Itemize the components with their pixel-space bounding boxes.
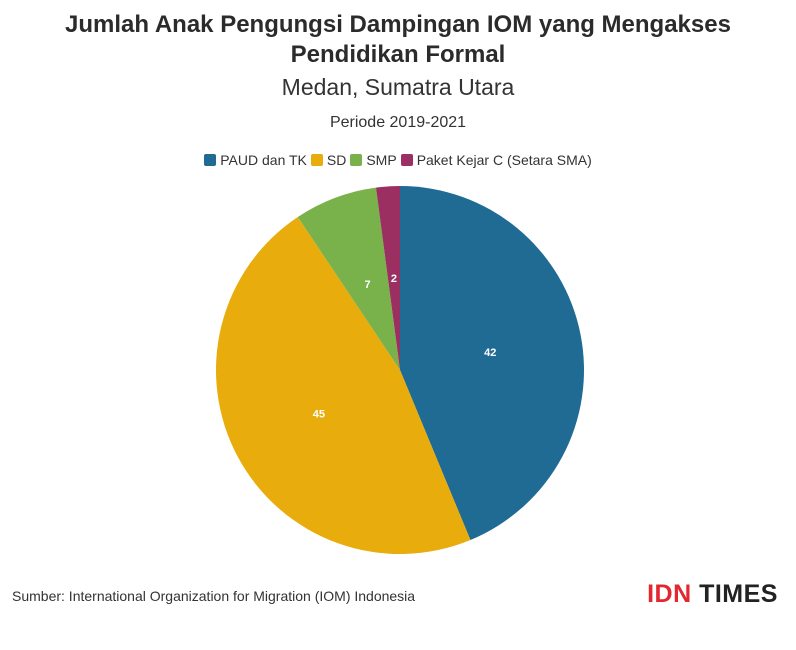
legend-swatch: [310, 154, 323, 166]
chart-title-line-1: Jumlah Anak Pengungsi Dampingan IOM yang…: [65, 11, 731, 38]
legend-label: PAUD dan TK: [220, 152, 307, 168]
source-note: Sumber: International Organization for M…: [12, 588, 416, 604]
legend-label: Paket Kejar C (Setara SMA): [416, 152, 592, 168]
legend-swatch: [204, 154, 217, 166]
legend-label: SMP: [366, 152, 397, 168]
legend-swatch: [350, 154, 363, 166]
pie-slice[interactable]: [215, 217, 471, 555]
slice-value-label: 7: [365, 279, 371, 291]
slice-value-label: 45: [313, 408, 325, 420]
slice-value-label: 2: [391, 273, 397, 285]
legend-item[interactable]: PAUD dan TK: [204, 152, 307, 168]
legend-swatch: [400, 154, 413, 166]
logo-part-idn: IDN: [647, 580, 692, 608]
pie-slice[interactable]: [400, 186, 584, 540]
slice-value-label: 42: [484, 347, 496, 359]
legend-item[interactable]: SMP: [350, 152, 397, 168]
idn-times-logo: IDN TIMES: [647, 580, 778, 609]
legend-label: SD: [326, 152, 347, 168]
legend-item[interactable]: Paket Kejar C (Setara SMA): [400, 152, 592, 168]
chart-period: Periode 2019-2021: [329, 114, 467, 131]
legend-item[interactable]: SD: [310, 152, 347, 168]
chart-title-line-2: Pendidikan Formal: [290, 41, 506, 68]
pie-slice[interactable]: [297, 187, 400, 370]
logo-part-times: TIMES: [699, 580, 778, 608]
chart-subtitle: Medan, Sumatra Utara: [281, 74, 515, 100]
pie-slice[interactable]: [375, 186, 400, 370]
chart-legend: PAUD dan TK SD SMP Paket Kejar C (Setara SM…: [0, 152, 796, 168]
chart-title: Jumlah Anak Pengungsi Dampingan IOM yang…: [0, 10, 796, 70]
